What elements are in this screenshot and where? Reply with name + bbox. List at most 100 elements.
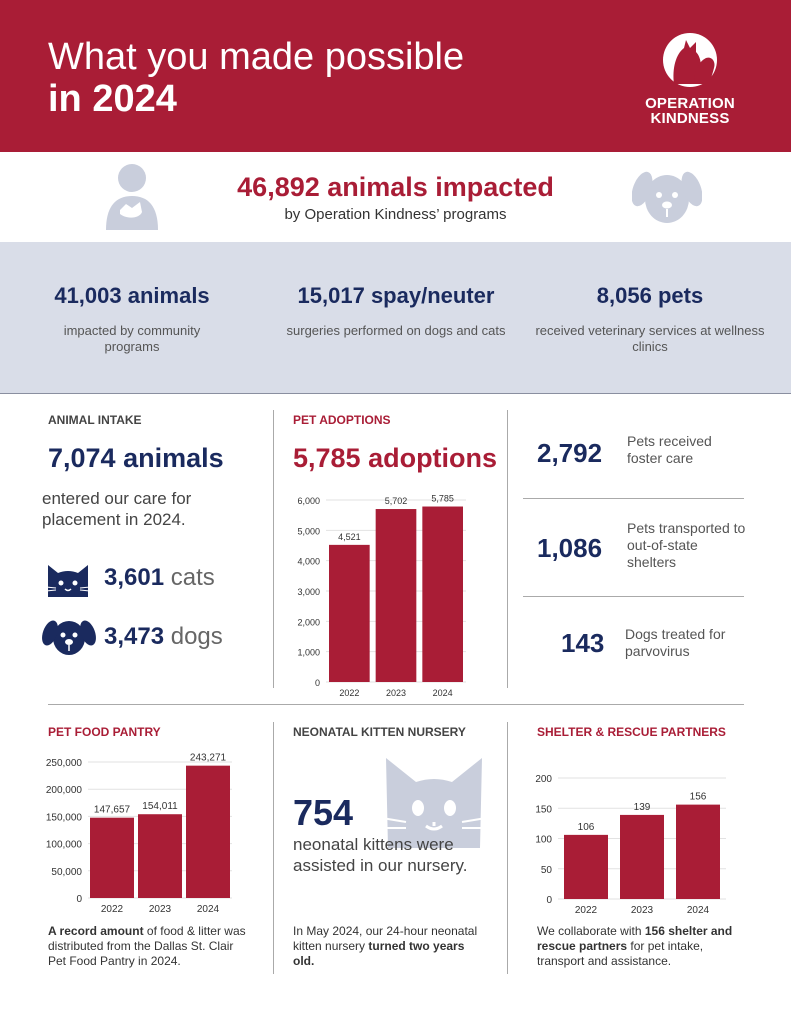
- x-tick-label: 2022: [575, 905, 598, 916]
- y-tick-label: 0: [76, 894, 82, 905]
- y-tick-label: 200: [535, 774, 552, 785]
- y-tick-label: 1,000: [297, 648, 320, 658]
- intake-desc: entered our care for placement in 2024.: [42, 489, 192, 529]
- operation-kindness-logo: [663, 33, 717, 87]
- bar: [564, 834, 608, 899]
- divider: [48, 704, 744, 705]
- stat-desc: surgeries performed on dogs and cats: [286, 323, 506, 338]
- y-tick-label: 50: [541, 865, 553, 876]
- bar: [620, 814, 664, 899]
- section-label-partners: SHELTER & RESCUE PARTNERS: [537, 725, 726, 739]
- side-stat-desc: Dogs treated for parvovirus: [625, 626, 726, 659]
- cat-face-icon: [381, 758, 487, 848]
- adoptions-bar-chart: 0 1,000 2,000 3,000 4,000 5,000 6,000 4,521 2022…: [297, 494, 466, 698]
- impact-summary: 46,892 animals impacted by Operation Kin…: [0, 172, 791, 223]
- x-tick-label: 2024: [197, 904, 220, 915]
- nursery-caption: In May 2024, our 24-hour neonatal kitten…: [293, 924, 483, 969]
- y-tick-label: 150: [535, 804, 552, 815]
- logo-wordmark: OPERATION KINDNESS: [630, 96, 750, 126]
- x-tick-label: 2024: [687, 905, 710, 916]
- partners-bar-chart: 0 50 100 150 200 106 2022 139 2023 156 2024: [535, 774, 726, 916]
- adoptions-number: 5,785 adoptions: [293, 443, 498, 473]
- stat-desc: impacted by community programs: [63, 323, 201, 354]
- pantry-caption-bold: A record amount: [48, 924, 144, 938]
- divider: [507, 722, 508, 974]
- stat-community: 41,003 animals impacted by community pro…: [12, 283, 252, 355]
- nursery-caption-bold: turned two years old.: [293, 939, 465, 968]
- pantry-caption: A record amount of food & litter was dis…: [48, 924, 248, 969]
- y-tick-label: 0: [315, 678, 320, 688]
- pantry-bar-chart: 0 50,000 100,000 150,000 200,000 250,000 147,6…: [46, 753, 232, 915]
- stat-number: 41,003 animals: [54, 283, 210, 308]
- cats-count: 3,601 cats: [104, 564, 215, 592]
- dog-face-icon: [632, 171, 702, 223]
- y-tick-label: 2,000: [297, 617, 320, 627]
- person-holding-pet-icon: [106, 164, 158, 230]
- bar: [422, 506, 463, 682]
- side-stat-desc: Pets transported to out-of-state shelter…: [627, 520, 746, 570]
- stat-number: 15,017 spay/neuter: [297, 283, 495, 308]
- bar-value-label: 139: [634, 802, 651, 813]
- y-tick-label: 0: [546, 895, 552, 906]
- nursery-caption-start: In May 2024, our 24-hour neonatal kitten…: [293, 924, 478, 953]
- page-title-line1: What you made possible: [48, 36, 465, 78]
- impact-headline: 46,892 animals impacted: [237, 172, 554, 202]
- dogs-count: 3,473 dogs: [104, 623, 223, 651]
- logo-word-2: KINDNESS: [650, 110, 730, 127]
- side-stat-desc: Pets received foster care: [627, 433, 712, 466]
- divider: [273, 410, 274, 688]
- header-banner: What you made possible in 2024 OPERATION…: [0, 0, 791, 152]
- bar: [90, 817, 134, 898]
- y-tick-label: 100: [535, 835, 552, 846]
- bar-value-label: 154,011: [142, 801, 178, 812]
- x-tick-label: 2023: [149, 904, 172, 915]
- divider: [523, 596, 744, 597]
- x-tick-label: 2024: [433, 688, 453, 698]
- bar: [676, 804, 720, 899]
- x-tick-label: 2023: [386, 688, 406, 698]
- divider: [523, 498, 744, 499]
- impact-subtitle: by Operation Kindness’ programs: [284, 206, 507, 223]
- y-tick-label: 5,000: [297, 526, 320, 536]
- nursery-number: 754: [293, 792, 354, 833]
- nursery-desc: neonatal kittens were assisted in our nu…: [293, 835, 468, 875]
- side-stat-number: 1,086: [537, 533, 603, 563]
- stat-desc: received veterinary services at wellness…: [535, 323, 765, 354]
- dogs-number: 3,473: [104, 623, 165, 650]
- x-tick-label: 2022: [339, 688, 359, 698]
- section-label-nursery: NEONATAL KITTEN NURSERY: [293, 725, 466, 739]
- intake-number: 7,074 animals: [48, 443, 224, 473]
- x-tick-label: 2023: [631, 905, 654, 916]
- divider: [507, 410, 508, 688]
- logo-word-1: OPERATION: [645, 95, 735, 112]
- stat-number: 8,056 pets: [596, 283, 704, 308]
- bar: [138, 814, 182, 898]
- bar-value-label: 156: [690, 792, 707, 803]
- stats-band: [0, 242, 791, 394]
- bar: [186, 765, 230, 898]
- y-tick-label: 100,000: [46, 840, 83, 851]
- bar: [329, 544, 370, 682]
- divider: [273, 722, 274, 974]
- side-stat-number: 143: [561, 628, 605, 658]
- stat-vet-services: 8,056 pets received veterinary services …: [530, 283, 770, 355]
- cats-word: cats: [170, 564, 215, 591]
- page-title-line2: in 2024: [48, 78, 177, 120]
- y-tick-label: 4,000: [297, 557, 320, 567]
- partners-caption-bold: 156 shelter and rescue partners: [537, 924, 733, 953]
- bar: [375, 509, 417, 682]
- section-label-pantry: PET FOOD PANTRY: [48, 725, 161, 739]
- dogs-word: dogs: [170, 623, 223, 650]
- section-label-intake: ANIMAL INTAKE: [48, 413, 142, 427]
- partners-caption: We collaborate with 156 shelter and resc…: [537, 924, 737, 969]
- y-tick-label: 6,000: [297, 496, 320, 506]
- bar-value-label: 5,702: [385, 496, 408, 506]
- x-tick-label: 2022: [101, 904, 124, 915]
- cats-number: 3,601: [104, 564, 165, 591]
- y-tick-label: 50,000: [51, 867, 82, 878]
- side-stat-number: 2,792: [537, 438, 603, 468]
- dog-icon: [42, 620, 96, 655]
- partners-caption-end: for pet intake, transport and assistance…: [537, 939, 704, 968]
- bar-value-label: 243,271: [190, 753, 227, 764]
- y-tick-label: 150,000: [46, 812, 83, 823]
